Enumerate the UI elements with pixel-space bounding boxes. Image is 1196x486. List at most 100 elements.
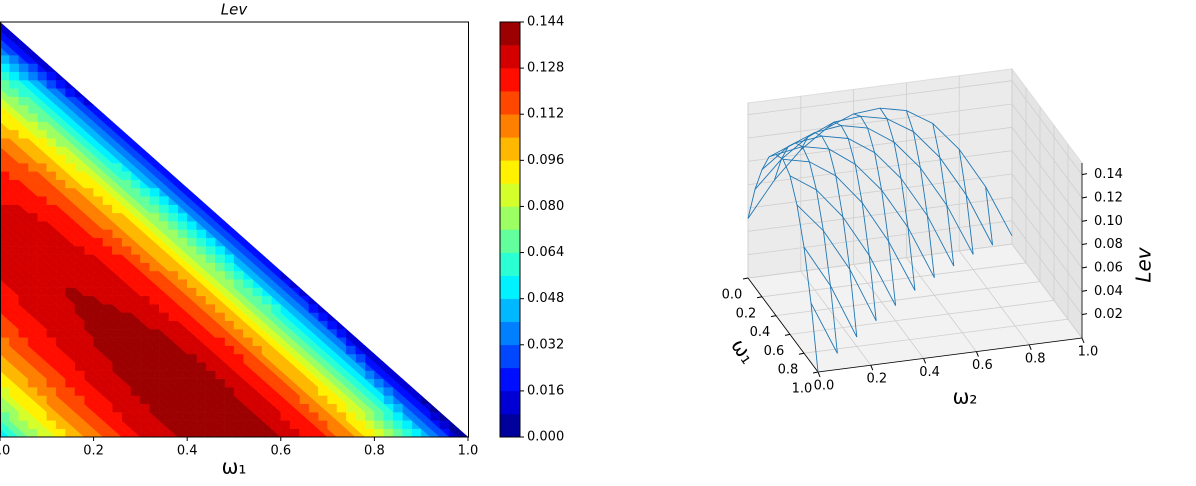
contour-cell [196,195,207,205]
colorbar-tick-label: 0.112 [527,107,564,122]
z-tick-label: 0.12 [1094,191,1123,206]
contour-cell [149,154,160,164]
colorbar-band [500,114,520,138]
grid-line [747,196,1013,232]
wireframe-line [826,121,877,321]
contour-cell [411,386,422,396]
y-tick-label: 0.8 [778,363,799,378]
colorbar-band [500,298,520,323]
grid-line [747,126,1013,162]
x-tick-label: 0.2 [83,444,104,459]
grid-line [853,264,924,359]
contour-cell [346,328,357,338]
contour-cell [280,270,291,280]
axis-line [817,337,1083,373]
x-axis-label: ω₂ [953,385,978,409]
colorbar-band [500,137,520,161]
colorbar-band [500,68,520,92]
contour-cell [299,287,310,297]
colorbar-band [500,206,520,230]
contour-cell [439,411,450,421]
x-tick [817,371,821,378]
z-tick [1081,243,1088,246]
contour-cell [364,345,375,355]
grid-line [800,270,872,366]
x-tick [1028,344,1032,350]
contour-cell [84,96,95,106]
contour-cell [252,245,263,255]
x-tick-label: 0.2 [866,372,887,387]
colorbar-tick-label: 0.048 [527,291,564,306]
grid-line [1011,150,1083,245]
wireframe-line [796,204,877,321]
z-tick [1081,266,1088,269]
colorbar-band [500,22,520,46]
wireframe-line [985,186,994,246]
contour-cell [140,146,151,156]
grid-line [1011,197,1083,292]
contour-cell [336,320,347,330]
wireframe-line [773,142,838,354]
grid-line [1011,243,1083,339]
z-tick [1081,313,1088,316]
colorbar-band [500,45,520,69]
x-tick [923,358,927,364]
colorbar-tick-label: 0.080 [527,199,564,214]
grid-line [906,257,977,352]
chart-title: Lev [221,1,249,19]
contour-cell [112,121,123,131]
grid-line [747,243,1013,279]
y-tick [812,371,819,374]
y-tick-label: 1.0 [792,382,813,397]
grid-line [775,281,1041,316]
grid-line [1011,173,1083,269]
colorbar-band [500,252,520,276]
colorbar-frame [499,21,521,438]
x-tick-label: 0.6 [270,444,291,459]
grid-line [747,80,1013,116]
contour-cell [55,71,67,81]
grid-line [747,103,1013,139]
colorbar-tick-label: 0.064 [527,245,564,260]
y-tick [756,296,763,299]
wireframe-line [879,107,916,291]
contour-cell [318,303,329,313]
x-tick-label: 1.0 [1078,345,1099,360]
contour-cell [243,237,254,247]
contour-cell [205,204,216,214]
contour-cell [168,170,179,180]
grid-line [761,262,1027,298]
contour-cell [102,112,113,122]
contour-cell [9,29,20,39]
colorbar-band [500,275,520,299]
contour-cell [430,403,441,413]
contour-cell [186,187,198,197]
x-tick-label: 1.0 [458,444,479,459]
y-tick [742,277,749,280]
x-tick [1081,337,1085,344]
wireframe-line [932,123,955,267]
contour-cell [233,229,244,239]
x-tick [975,351,979,357]
contour-cell [402,378,413,388]
colorbar-tick-label: 0.000 [527,430,564,445]
colorbar-band [500,390,520,415]
contour-cell [177,179,188,189]
contour-cell [458,428,469,438]
grid-line [1011,220,1083,315]
x-tick-label: 0.6 [972,358,993,373]
z-tick [1081,173,1088,176]
wireframe-line [905,110,935,278]
y-tick [798,352,805,355]
wireframe-line [810,302,838,354]
wireframe-line [958,149,974,255]
contour-cell [392,370,404,380]
z-axis-label: Lev [1132,246,1156,282]
grid-line [789,300,1055,335]
contour-cell [271,262,282,272]
contour-cell [65,79,76,89]
colorbar-band [500,229,520,253]
contour-cell [27,46,38,56]
contour-cell [93,104,104,114]
